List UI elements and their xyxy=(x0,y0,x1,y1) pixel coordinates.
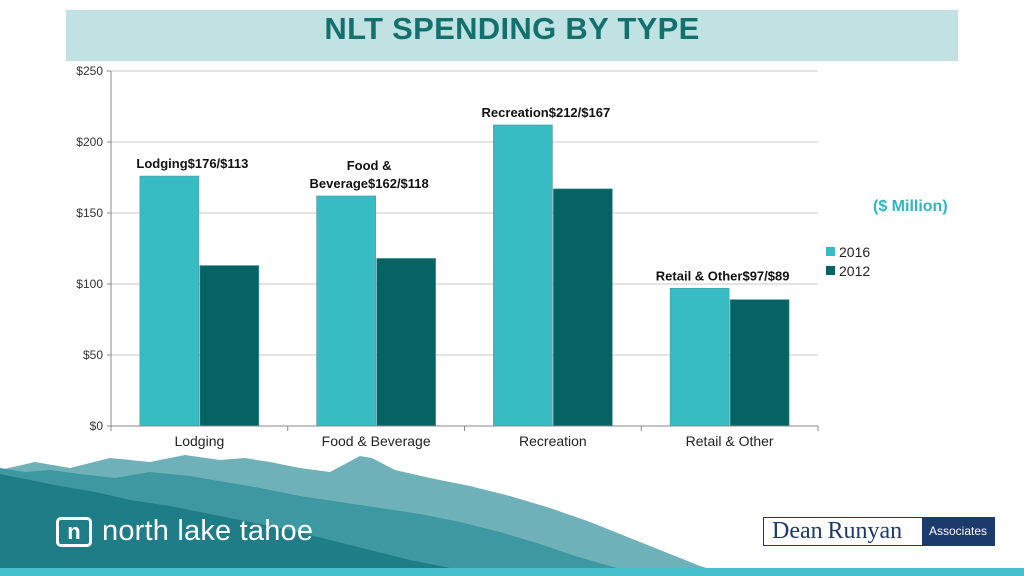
bar-layer xyxy=(139,124,790,427)
dean-runyan-name: Dean Runyan xyxy=(764,518,922,545)
legend-item-2016: 2016 xyxy=(826,242,870,261)
bar-2016-lodging xyxy=(139,175,200,427)
bottom-strip xyxy=(0,568,1024,576)
dean-runyan-second: Runyan xyxy=(827,518,903,544)
bar-2016-retail-other xyxy=(669,287,730,427)
brand-n-icon: n xyxy=(56,516,92,547)
bar-2016-recreation xyxy=(493,124,553,427)
legend-label-2016: 2016 xyxy=(839,243,871,260)
data-annotation: Recreation$212/$167 xyxy=(482,105,611,120)
x-tick-label: Lodging xyxy=(174,433,224,449)
bar-2012-lodging xyxy=(199,265,260,427)
title-band xyxy=(66,10,958,61)
data-annotation: Retail & Other$97/$89 xyxy=(656,268,790,283)
y-tick-label: $250 xyxy=(76,64,103,78)
dean-runyan-logo: Dean Runyan Associates xyxy=(763,517,995,546)
legend: 2016 2012 xyxy=(826,242,870,280)
bar-2012-food-beverage xyxy=(376,258,436,427)
label-layer: $0 $50 $100 $150 $200 $250 Lodging Lodging$176/… xyxy=(76,64,789,449)
x-tick-label: Retail & Other xyxy=(686,433,774,449)
y-tick-label: $150 xyxy=(76,206,103,220)
y-tick-label: $0 xyxy=(90,419,104,433)
legend-swatch-2012 xyxy=(826,266,835,275)
legend-label-2012: 2012 xyxy=(839,262,871,279)
brand-name: north lake tahoe xyxy=(102,515,314,547)
dean-runyan-first: Dean xyxy=(772,518,823,544)
x-tick-label: Food & Beverage xyxy=(322,433,431,449)
bar-2016-food-beverage xyxy=(316,195,376,427)
legend-item-2012: 2012 xyxy=(826,261,870,280)
y-tick-label: $200 xyxy=(76,135,103,149)
legend-swatch-2016 xyxy=(826,247,835,256)
data-annotation: Food & xyxy=(347,158,392,173)
x-tick-label: Recreation xyxy=(519,433,587,449)
bar-2012-retail-other xyxy=(729,299,790,427)
y-tick-label: $50 xyxy=(83,348,103,362)
y-tick-label: $100 xyxy=(76,277,103,291)
dean-runyan-associates: Associates xyxy=(922,518,994,545)
bar-chart: $0 $50 $100 $150 $200 $250 Lodging Lodging$176/… xyxy=(76,64,819,449)
data-annotation: Beverage$162/$118 xyxy=(309,176,428,191)
axis-layer xyxy=(107,70,819,431)
mountain-front-ridge xyxy=(0,474,470,572)
page-title: NLT SPENDING BY TYPE xyxy=(324,11,700,46)
data-annotation: Lodging$176/$113 xyxy=(136,156,248,171)
unit-label: ($ Million) xyxy=(873,198,948,215)
north-lake-tahoe-logo: n north lake tahoe xyxy=(56,515,313,548)
